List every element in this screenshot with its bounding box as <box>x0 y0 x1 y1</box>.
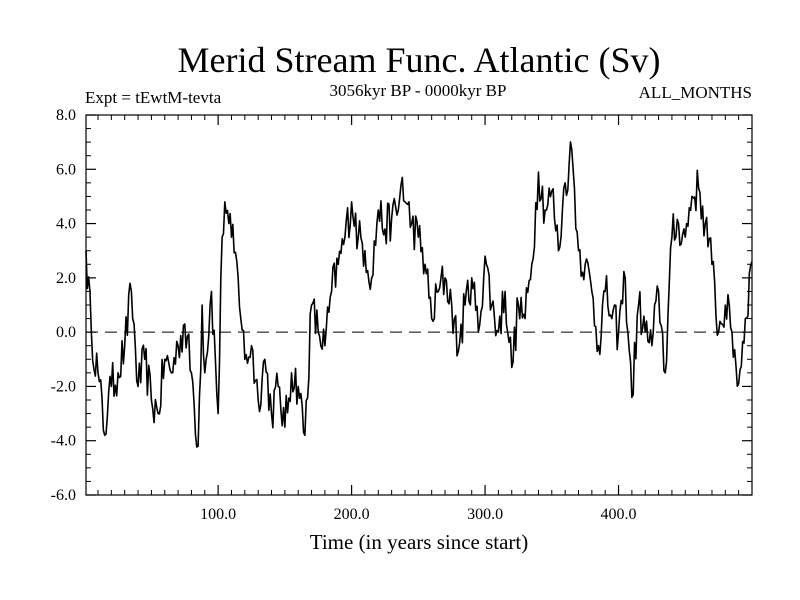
time-range-label: 3056kyr BP - 0000kyr BP <box>330 81 507 100</box>
y-tick-label: 8.0 <box>56 107 76 124</box>
months-label: ALL_MONTHS <box>639 83 752 102</box>
series-line <box>85 141 753 448</box>
series-group <box>85 141 753 448</box>
plot-frame <box>85 114 753 496</box>
y-tick-label: 0.0 <box>56 324 76 341</box>
y-tick-label: -6.0 <box>51 487 76 504</box>
y-tick-label: -2.0 <box>51 378 76 395</box>
x-tick-label: 300.0 <box>467 506 503 523</box>
x-axis-ticks: 100.0 200.0 300.0 400.0 <box>200 115 637 523</box>
y-tick-label: -4.0 <box>51 433 76 450</box>
x-tick-label: 200.0 <box>334 506 370 523</box>
y-tick-label: 6.0 <box>56 161 76 178</box>
y-axis-ticks: -6.0 -4.0 -2.0 0.0 2.0 4.0 6.0 8.0 <box>51 107 752 504</box>
experiment-label: Expt = tEwtM-tevta <box>85 88 222 107</box>
plot-axes <box>85 114 753 496</box>
chart-title: Merid Stream Func. Atlantic (Sv) <box>178 40 661 80</box>
y-tick-label: 2.0 <box>56 270 76 287</box>
x-tick-label: 400.0 <box>601 506 637 523</box>
x-tick-label: 100.0 <box>200 506 236 523</box>
y-tick-label: 4.0 <box>56 216 76 233</box>
x-axis-label: Time (in years since start) <box>310 530 529 554</box>
